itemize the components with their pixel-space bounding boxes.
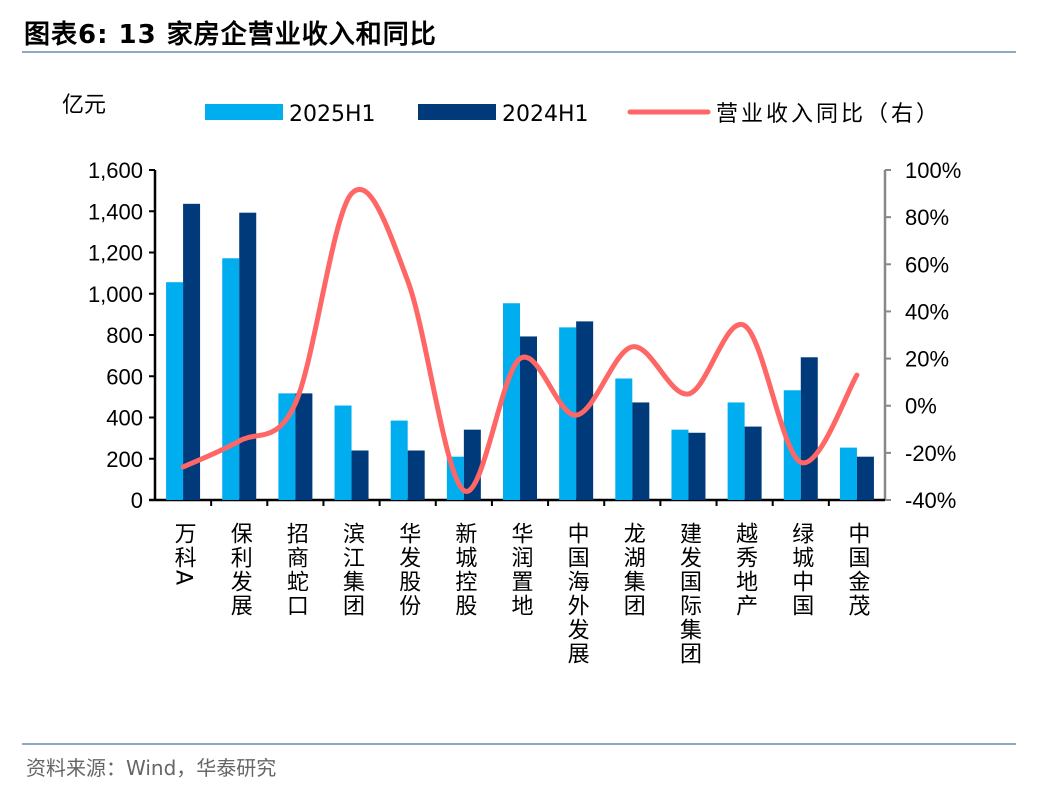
left-tick-label: 0 [131, 488, 143, 513]
bar-2025h1-6 [503, 303, 520, 500]
bar-2024h1-4 [407, 450, 425, 500]
yoy-line [180, 187, 860, 494]
left-tick-label: 1,200 [88, 241, 143, 266]
left-tick-label: 400 [106, 406, 143, 431]
left-unit-label: 亿元 [62, 93, 106, 118]
bar-2025h1-3 [334, 405, 352, 500]
legend-swatch-2024H1 [418, 104, 496, 120]
left-tick-label: 200 [106, 447, 143, 472]
bar-2025h1-8 [615, 378, 633, 500]
left-tick-label: 600 [106, 364, 143, 389]
footer-divider [22, 743, 1016, 745]
bar-2024h1-3 [351, 450, 369, 500]
category-label: 保利发展 [227, 522, 253, 618]
right-tick-label: 100% [905, 158, 961, 183]
combo-chart: 0 200 400 600 800 1,000 1,200 1,400 1,600 -40% -20… [62, 93, 961, 666]
bar-2024h1-12 [856, 456, 874, 500]
bar-2024h1-9 [688, 432, 706, 500]
figure-title: 图表6: 13 家房企营业收入和同比 [24, 20, 437, 50]
bar-2024h1-6 [520, 336, 537, 500]
bar-2025h1-0 [166, 282, 184, 500]
category-label: 招商蛇口 [283, 522, 309, 618]
right-tick-label: 80% [905, 205, 949, 230]
bar-2024h1-0 [183, 203, 201, 500]
bar-2025h1-10 [727, 402, 745, 500]
right-tick-label: 0% [905, 394, 937, 419]
right-tick-label: 40% [905, 299, 949, 324]
right-tick-label: -40% [905, 488, 956, 513]
category-label: 中国海外发展 [564, 522, 590, 666]
legend-label: 2025H1 [289, 102, 376, 127]
category-label: 华润置地 [508, 522, 534, 618]
bar-2024h1-8 [632, 402, 650, 500]
category-label: 滨江集团 [339, 522, 365, 618]
right-tick-label: -20% [905, 441, 956, 466]
left-tick-label: 1,600 [88, 158, 143, 183]
category-label: 龙湖集团 [620, 522, 646, 618]
bar-2025h1-1 [222, 258, 240, 500]
legend-label: 营业收入同比（右） [716, 102, 941, 127]
bar-2025h1-9 [671, 429, 689, 500]
category-label: 华发股份 [395, 522, 421, 618]
legend-label: 2024H1 [502, 102, 589, 127]
category-label: 越秀地产 [732, 522, 758, 618]
category-label: 中国金茂 [844, 522, 870, 618]
bar-2024h1-2 [295, 393, 313, 500]
bar-2025h1-4 [390, 420, 408, 500]
left-tick-label: 1,000 [88, 282, 143, 307]
right-tick-label: 60% [905, 252, 949, 277]
bar-2024h1-11 [800, 357, 818, 500]
legend-swatch-2025H1 [205, 104, 283, 120]
right-tick-label: 20% [905, 347, 949, 372]
left-tick-label: 800 [106, 323, 143, 348]
category-label: 绿城中国 [788, 522, 814, 618]
bar-2024h1-1 [239, 212, 257, 500]
category-label: 新城控股 [451, 522, 477, 618]
bar-2024h1-10 [744, 426, 762, 500]
category-label: 万科A [171, 522, 197, 587]
title-divider [22, 51, 1016, 53]
left-tick-label: 1,400 [88, 199, 143, 224]
bar-2025h1-12 [839, 447, 857, 500]
bar-2025h1-11 [783, 390, 801, 500]
category-label: 建发国际集团 [676, 522, 702, 666]
source-note: 资料来源：Wind，华泰研究 [26, 756, 277, 780]
